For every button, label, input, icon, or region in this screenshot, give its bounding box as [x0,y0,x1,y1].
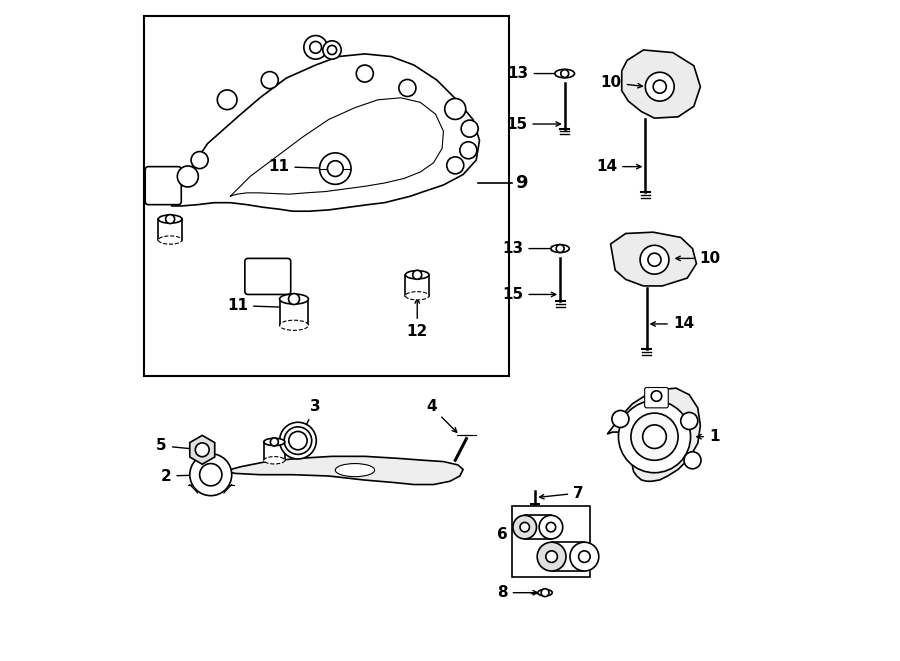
Bar [405,275,429,295]
Circle shape [652,391,662,401]
Text: 3: 3 [300,399,321,437]
Circle shape [640,245,669,274]
Bar [264,442,284,460]
Ellipse shape [538,590,553,596]
Ellipse shape [551,245,570,253]
Circle shape [328,161,343,176]
Circle shape [270,438,278,446]
Circle shape [190,453,231,496]
Circle shape [653,80,666,93]
Circle shape [399,79,416,97]
Polygon shape [608,388,700,481]
FancyBboxPatch shape [644,387,669,408]
Circle shape [200,463,222,486]
Circle shape [310,42,321,54]
Ellipse shape [280,294,309,304]
Circle shape [680,412,698,430]
Bar [525,516,551,539]
Ellipse shape [158,236,182,244]
Text: 13: 13 [502,241,556,256]
Text: 15: 15 [502,287,556,302]
Circle shape [356,65,374,82]
Polygon shape [171,54,480,212]
Circle shape [217,90,237,110]
Ellipse shape [264,438,284,446]
Circle shape [643,425,666,448]
Circle shape [561,69,569,77]
Text: 14: 14 [651,317,694,331]
Circle shape [579,551,590,563]
FancyBboxPatch shape [145,167,181,205]
Ellipse shape [539,516,562,539]
Circle shape [320,153,351,184]
Circle shape [460,141,477,159]
Circle shape [541,589,549,597]
Bar [552,542,584,571]
Circle shape [545,551,557,563]
Ellipse shape [537,542,566,571]
Text: 8: 8 [497,585,537,600]
Bar [280,299,309,325]
Polygon shape [622,50,700,118]
Ellipse shape [336,463,374,477]
Text: 5: 5 [157,438,198,453]
Circle shape [261,71,278,89]
Text: 2: 2 [161,469,206,483]
Text: 7: 7 [539,486,584,500]
Circle shape [323,41,341,59]
Circle shape [618,401,690,473]
Circle shape [648,253,662,266]
Text: 4: 4 [427,399,457,432]
Text: 10: 10 [676,251,720,266]
Circle shape [413,270,422,279]
Circle shape [645,72,674,101]
Text: 11: 11 [227,298,290,313]
Bar [158,219,182,240]
Ellipse shape [264,457,284,464]
FancyBboxPatch shape [245,258,291,294]
Ellipse shape [570,542,599,571]
Text: 6: 6 [497,527,508,543]
Circle shape [280,422,316,459]
Ellipse shape [513,516,536,539]
Text: 14: 14 [596,159,641,174]
Circle shape [612,410,629,428]
Circle shape [684,451,701,469]
Text: 15: 15 [506,116,561,132]
Circle shape [304,36,328,59]
Text: 11: 11 [268,159,331,174]
Text: 10: 10 [600,75,643,91]
Polygon shape [224,456,464,485]
Circle shape [520,522,529,532]
Ellipse shape [555,69,574,78]
Circle shape [328,46,337,55]
Circle shape [195,443,209,457]
Circle shape [191,151,208,169]
Bar [144,16,509,376]
Polygon shape [610,232,697,286]
Circle shape [556,245,564,253]
Text: 1: 1 [697,429,719,444]
Circle shape [289,432,307,449]
Polygon shape [190,436,215,464]
Bar [512,506,590,577]
Circle shape [446,157,464,174]
Circle shape [166,215,175,223]
Circle shape [445,98,465,120]
Ellipse shape [405,270,429,279]
Ellipse shape [280,320,309,330]
Circle shape [177,166,198,187]
Ellipse shape [158,215,182,223]
Text: 13: 13 [508,66,561,81]
Circle shape [289,293,300,305]
Text: 12: 12 [407,299,428,339]
Circle shape [461,120,478,137]
Circle shape [631,413,678,460]
Circle shape [546,522,555,532]
Text: 9: 9 [516,174,528,192]
Ellipse shape [405,292,429,300]
